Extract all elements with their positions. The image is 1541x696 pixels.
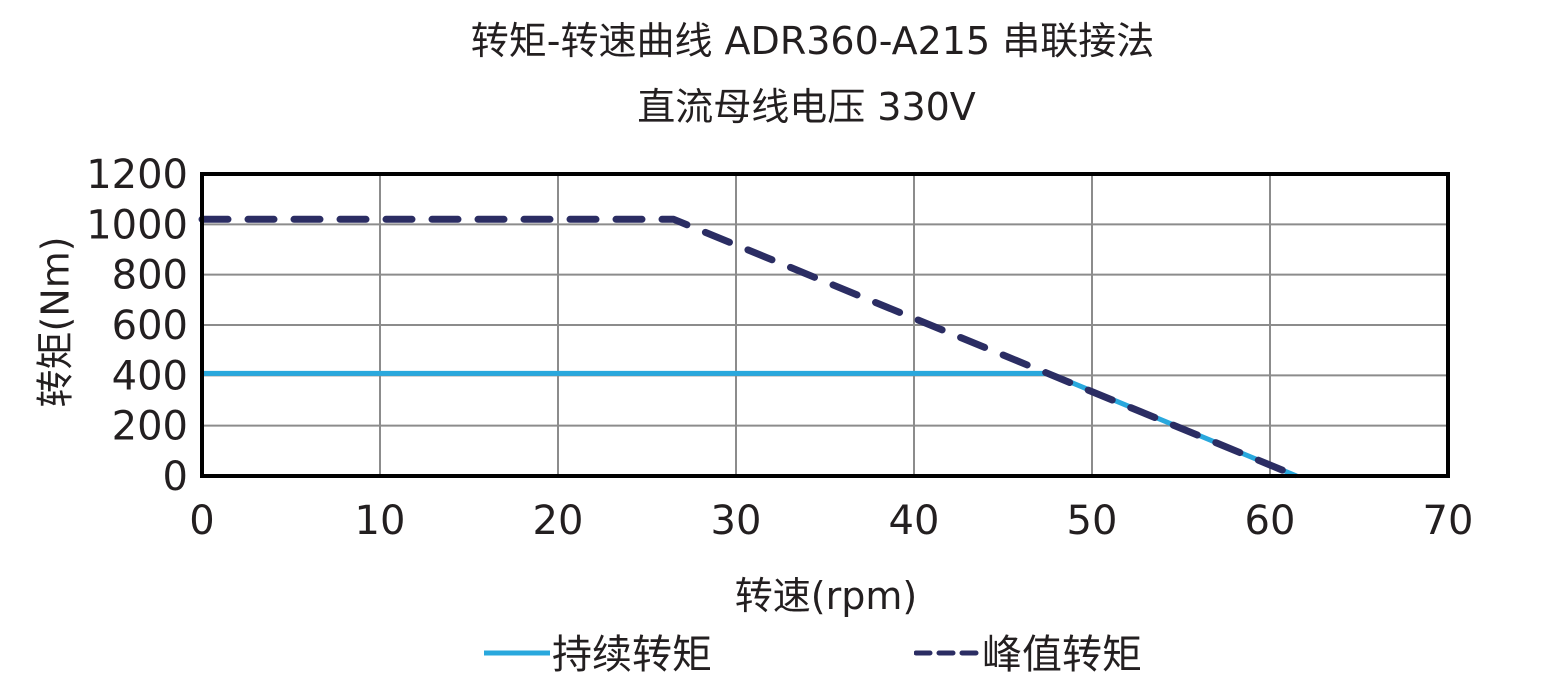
chart-title-line2: 直流母线电压 330V	[637, 85, 976, 129]
x-tick-label: 70	[1423, 498, 1474, 544]
y-tick-label: 600	[112, 303, 188, 349]
x-axis-label: 转速(rpm)	[734, 574, 918, 618]
y-tick-label: 1000	[86, 202, 188, 248]
x-tick-label: 50	[1067, 498, 1118, 544]
y-tick-label: 400	[112, 353, 188, 399]
legend-dashed-line-icon	[913, 631, 983, 671]
plot-frame	[200, 172, 1450, 478]
y-axis-label: 转矩(Nm)	[33, 236, 78, 408]
legend-item-continuous: 持续转矩	[484, 622, 712, 680]
y-tick-label: 0	[163, 454, 188, 500]
x-tick-label: 0	[189, 498, 214, 544]
x-tick-label: 30	[711, 498, 762, 544]
y-tick-label: 800	[112, 253, 188, 299]
legend-label-peak: 峰值转矩	[982, 632, 1142, 678]
y-tick-label: 200	[112, 404, 188, 450]
y-tick-label: 1200	[86, 152, 188, 198]
series-line	[198, 215, 1301, 480]
legend-solid-line-icon	[484, 631, 552, 671]
x-tick-label: 40	[889, 498, 940, 544]
x-tick-label: 20	[533, 498, 584, 544]
x-tick-label: 60	[1245, 498, 1296, 544]
chart-title-line1: 转矩-转速曲线 ADR360-A215 串联接法	[470, 19, 1155, 63]
legend-item-peak: 峰值转矩	[913, 622, 1142, 680]
x-tick-label: 10	[355, 498, 406, 544]
series-line	[202, 370, 1298, 479]
legend-label-continuous: 持续转矩	[552, 632, 712, 678]
